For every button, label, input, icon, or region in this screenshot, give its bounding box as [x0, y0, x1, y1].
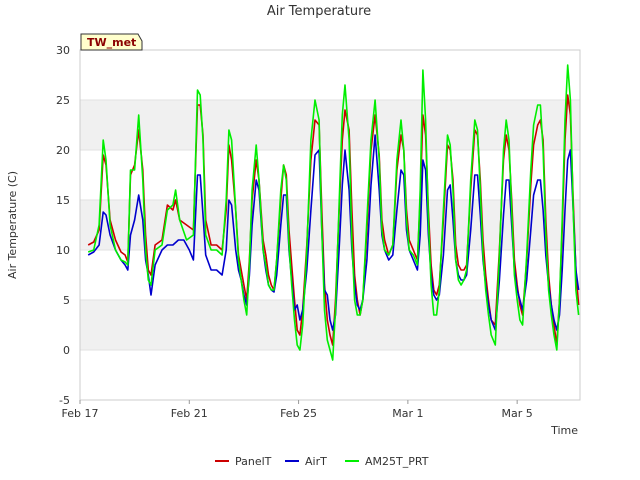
x-axis-ticks: Feb 17 Feb 21 Feb 25 Mar 1 Mar 5	[62, 400, 533, 420]
badge-shape	[80, 33, 143, 51]
x-tick-label: Mar 5	[502, 407, 533, 420]
legend-item: AirT	[285, 455, 327, 468]
y-tick-label: 0	[63, 344, 70, 357]
y-tick-label: 15	[56, 194, 70, 207]
x-tick-label: Feb 25	[280, 407, 317, 420]
plot-area-border	[79, 49, 581, 401]
x-tick-label: Feb 17	[62, 407, 99, 420]
y-tick-label: 25	[56, 94, 70, 107]
y-axis-ticks: -5 0 5 10 15 20 25 30	[56, 44, 70, 407]
station-badge: TW_met	[80, 33, 143, 51]
background-band	[80, 300, 580, 350]
series-line-am25t-prt	[87, 64, 580, 361]
x-tick-label: Feb 21	[171, 407, 208, 420]
chart-title: Air Temperature	[267, 4, 371, 19]
x-axis-label: Time	[550, 424, 578, 437]
legend-item: AM25T_PRT	[345, 455, 429, 468]
legend-label: AM25T_PRT	[365, 455, 429, 468]
y-tick-label: 20	[56, 144, 70, 157]
series-lines	[87, 64, 580, 361]
legend: PanelT AirT AM25T_PRT	[215, 455, 429, 468]
legend-label: PanelT	[235, 455, 272, 468]
background-band	[80, 100, 580, 150]
background-band	[80, 200, 580, 250]
x-tick-label: Mar 1	[392, 407, 423, 420]
badge-label: TW_met	[87, 36, 136, 49]
y-tick-label: -5	[59, 394, 70, 407]
legend-label: AirT	[305, 455, 327, 468]
legend-item: PanelT	[215, 455, 272, 468]
y-tick-label: 30	[56, 44, 70, 57]
y-axis-label: Air Temperature (C)	[6, 171, 19, 279]
y-tick-label: 5	[63, 294, 70, 307]
y-tick-label: 10	[56, 244, 70, 257]
